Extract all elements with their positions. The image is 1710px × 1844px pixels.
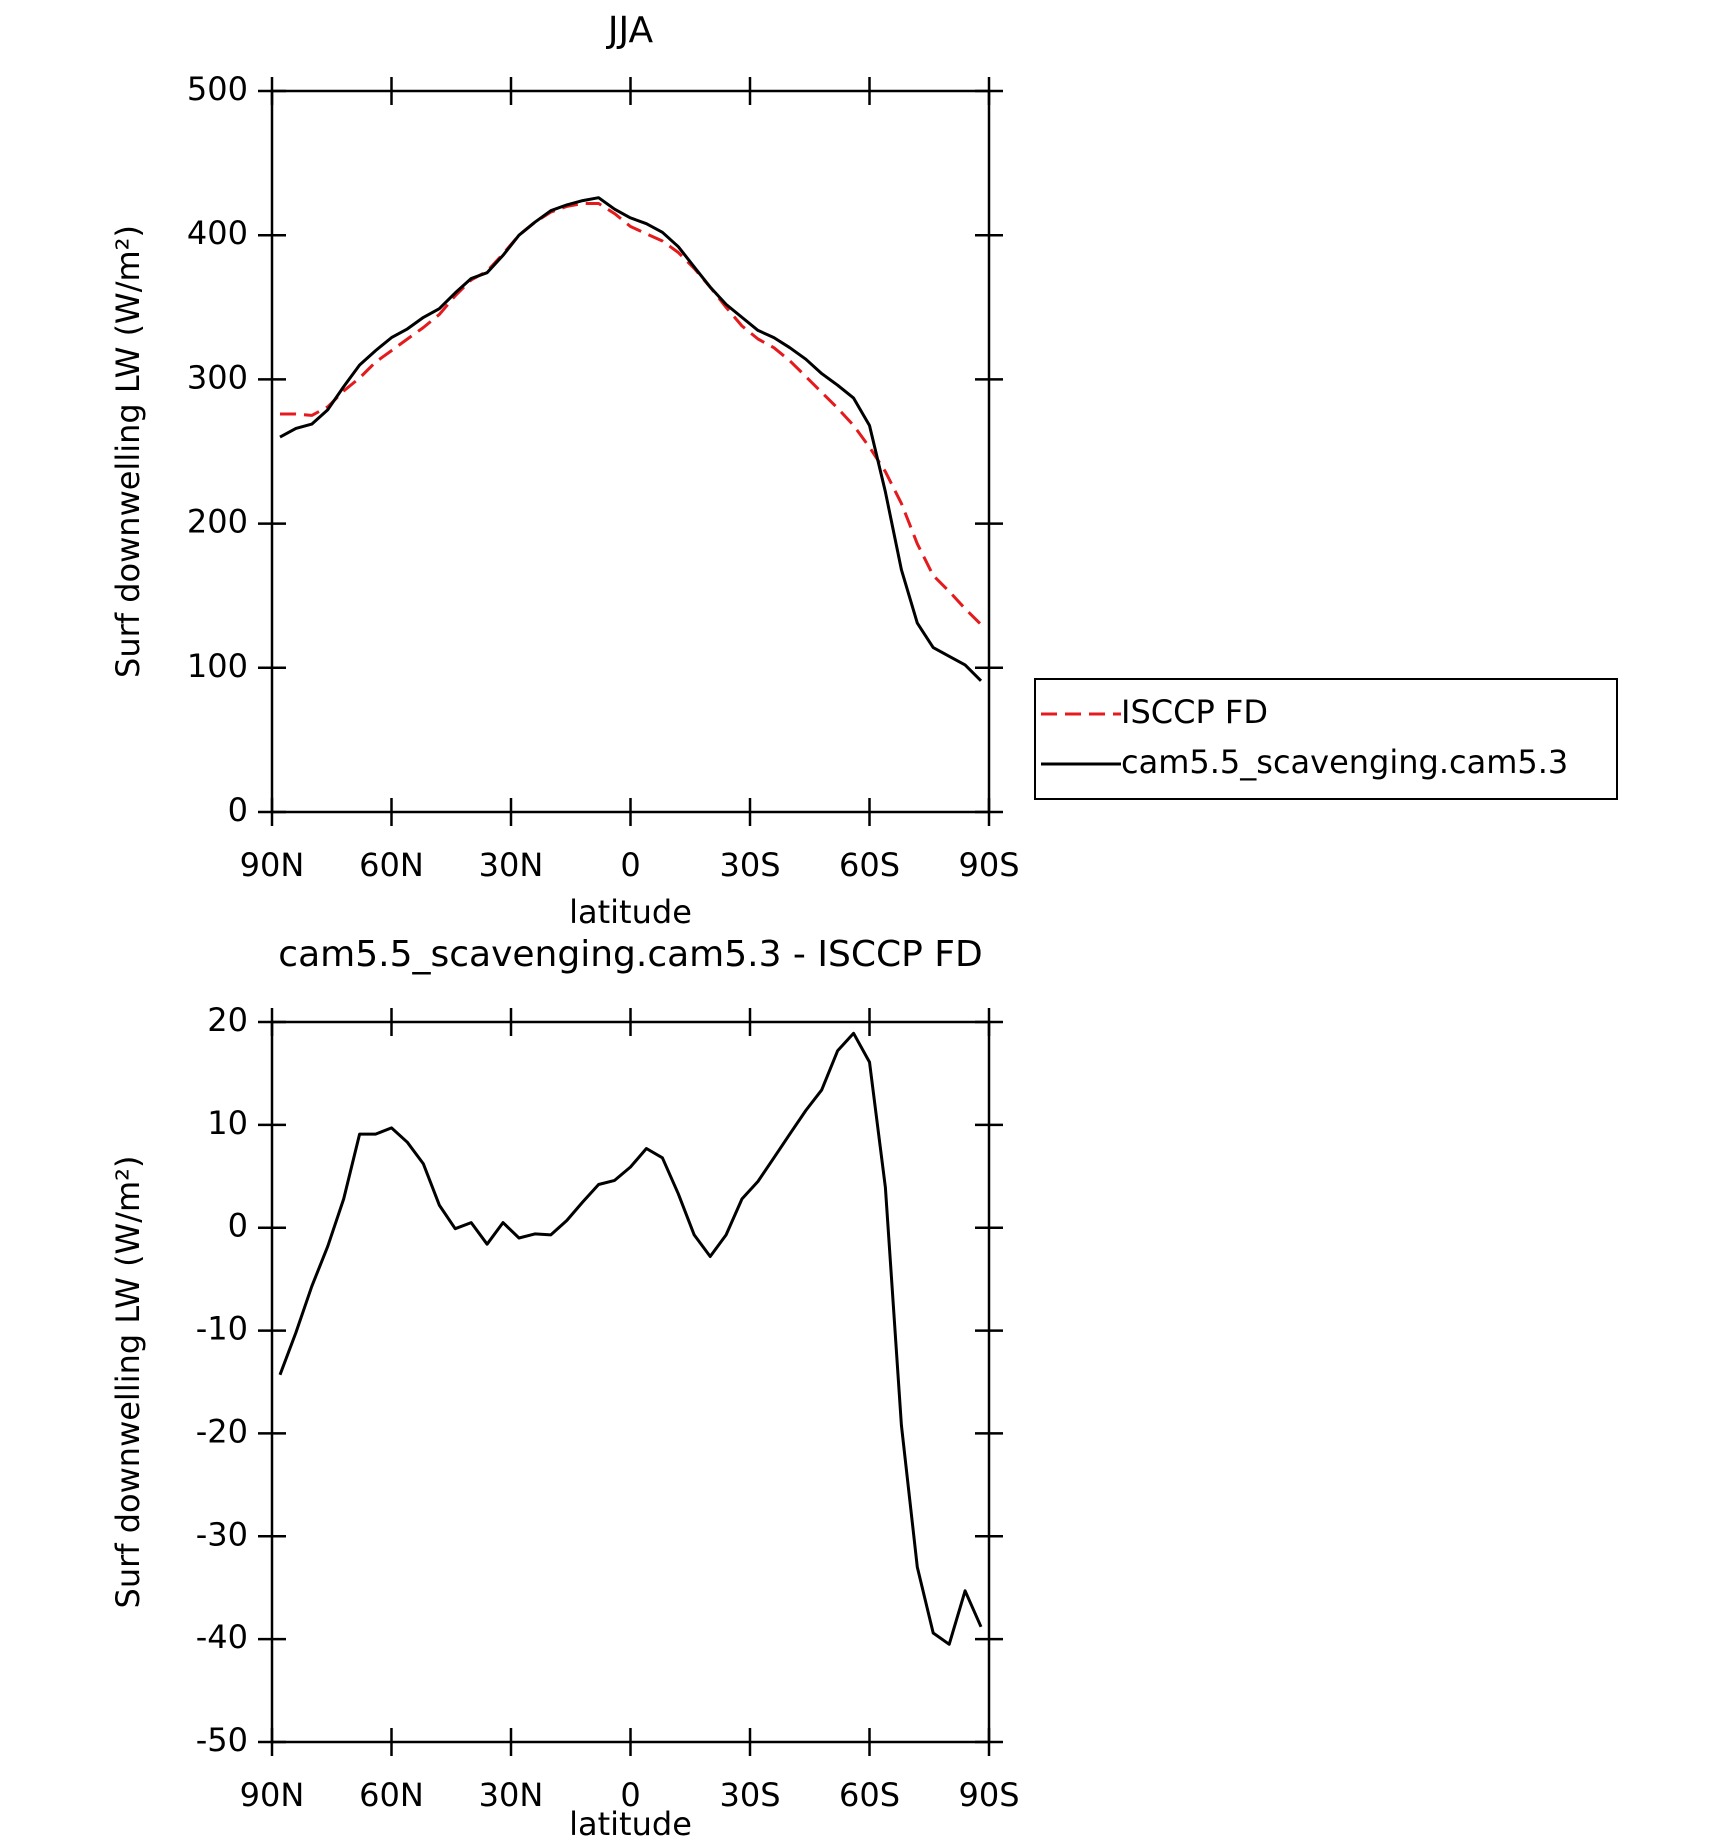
x-tick-label: 30S	[719, 846, 780, 884]
chart-title: cam5.5_scavenging.cam5.3 - ISCCP FD	[278, 934, 982, 975]
x-axis-label: latitude	[569, 1805, 692, 1843]
y-tick-label: -30	[196, 1515, 248, 1553]
y-tick-label: 0	[228, 1207, 248, 1245]
y-tick-label: 10	[207, 1104, 248, 1142]
series-line	[279, 196, 983, 682]
y-tick-label: -20	[196, 1412, 248, 1450]
legend-label: ISCCP FD	[1121, 693, 1268, 731]
x-tick-label: 60N	[359, 846, 424, 884]
y-axis-label: Surf downwelling LW (W/m²)	[109, 225, 147, 678]
y-tick-label: 400	[187, 214, 248, 252]
x-tick-label: 30N	[479, 1776, 544, 1814]
chart-title: JJA	[606, 10, 654, 51]
x-tick-label: 60S	[839, 846, 900, 884]
legend-box	[1034, 678, 1618, 800]
y-tick-label: 100	[187, 647, 248, 685]
plot-frame	[270, 89, 991, 814]
x-tick-label: 90N	[240, 1776, 305, 1814]
x-tick-label: 0	[620, 846, 640, 884]
y-tick-label: 0	[228, 791, 248, 829]
x-tick-label: 30N	[479, 846, 544, 884]
x-tick-label: 90S	[958, 1776, 1019, 1814]
x-tick-label: 60S	[839, 1776, 900, 1814]
y-tick-label: -10	[196, 1310, 248, 1348]
x-tick-label: 60N	[359, 1776, 424, 1814]
y-tick-label: 200	[187, 503, 248, 541]
y-tick-label: -50	[196, 1721, 248, 1759]
y-tick-label: 300	[187, 358, 248, 396]
y-tick-label: 20	[207, 1001, 248, 1039]
x-axis-label: latitude	[569, 893, 692, 931]
x-tick-label: 30S	[719, 1776, 780, 1814]
x-tick-label: 90S	[958, 846, 1019, 884]
y-tick-label: 500	[187, 70, 248, 108]
legend-label: cam5.5_scavenging.cam5.3	[1121, 743, 1568, 781]
x-tick-label: 90N	[240, 846, 305, 884]
plot-frame	[270, 1020, 991, 1744]
series-line	[278, 1031, 983, 1646]
y-axis-label: Surf downwelling LW (W/m²)	[109, 1156, 147, 1609]
y-tick-label: -40	[196, 1618, 248, 1656]
series-line	[280, 202, 983, 626]
x-tick-label: 0	[620, 1776, 640, 1814]
